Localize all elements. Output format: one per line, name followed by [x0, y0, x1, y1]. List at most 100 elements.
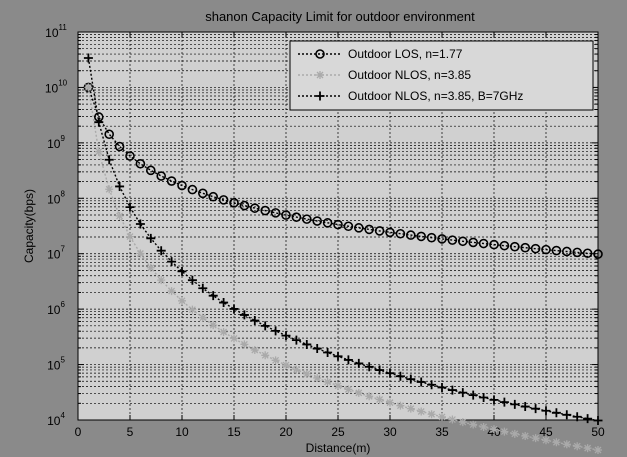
chart-title: shanon Capacity Limit for outdoor enviro… [205, 9, 475, 24]
data-point [375, 395, 384, 404]
data-point [281, 331, 291, 341]
data-point [520, 402, 530, 412]
data-point [530, 243, 541, 254]
data-point [239, 200, 250, 211]
data-point [479, 422, 488, 431]
data-point [572, 412, 582, 422]
data-point [520, 242, 531, 253]
data-point [104, 155, 114, 165]
data-point [125, 202, 135, 212]
data-point [187, 275, 197, 285]
data-point [438, 412, 446, 421]
data-point [198, 188, 208, 199]
data-point [136, 249, 145, 258]
data-point [187, 184, 198, 195]
data-point [521, 432, 530, 441]
data-point [396, 401, 405, 410]
data-point [146, 165, 156, 176]
y-tick-exponent: 4 [60, 411, 65, 420]
data-point [561, 246, 572, 257]
data-point [395, 371, 405, 381]
data-point [541, 244, 551, 255]
x-tick-label: 35 [435, 425, 449, 439]
data-point [260, 321, 270, 331]
data-point [572, 247, 583, 258]
data-point [510, 429, 519, 438]
data-point [437, 234, 447, 244]
data-point [135, 219, 145, 229]
data-point [178, 296, 186, 305]
data-point [105, 185, 114, 194]
data-point [312, 216, 323, 226]
data-point [541, 406, 551, 416]
data-point [395, 228, 406, 239]
data-point [115, 211, 124, 220]
legend-item: Outdoor NLOS, n=3.85, B=7GHz [298, 89, 523, 103]
data-point [239, 310, 249, 320]
data-point [302, 339, 312, 349]
data-point [593, 416, 603, 426]
data-point [531, 404, 541, 414]
y-axis-label: Capacity(bps) [22, 189, 36, 263]
data-point [323, 348, 333, 358]
data-point [562, 410, 572, 420]
data-point [499, 397, 509, 407]
data-point [417, 407, 426, 416]
data-point [551, 245, 562, 256]
x-axis-label: Distance(m) [306, 441, 371, 455]
data-point [94, 147, 103, 156]
data-point [448, 415, 457, 424]
data-point [386, 398, 394, 407]
data-point [292, 365, 301, 374]
data-point [343, 221, 354, 232]
data-point [188, 305, 197, 314]
legend-label: Outdoor LOS, n=1.77 [348, 47, 463, 61]
data-point [322, 218, 333, 228]
data-point [478, 238, 489, 249]
data-point [583, 414, 593, 424]
data-point [312, 344, 322, 354]
x-tick-label: 20 [279, 425, 293, 439]
x-tick-label: 10 [175, 425, 189, 439]
x-tick-label: 5 [127, 425, 134, 439]
data-point [458, 388, 468, 398]
data-point [447, 235, 458, 245]
y-tick-exponent: 9 [60, 134, 65, 143]
data-point [156, 246, 166, 256]
data-point [499, 240, 510, 251]
data-point [261, 351, 270, 360]
data-point [333, 219, 343, 230]
data-point [479, 393, 489, 403]
data-point [333, 351, 343, 361]
data-point [250, 346, 259, 355]
data-point [250, 316, 260, 326]
data-point [354, 358, 364, 368]
data-point [375, 365, 385, 375]
data-point [135, 158, 146, 169]
data-point [167, 287, 176, 296]
data-point [354, 388, 363, 397]
data-point [146, 263, 155, 272]
x-tick-label: 0 [75, 425, 82, 439]
series-2 [84, 83, 602, 454]
data-point [83, 53, 93, 63]
data-point [416, 231, 427, 242]
data-point [208, 291, 218, 301]
data-point [469, 420, 478, 429]
data-point [301, 214, 312, 224]
x-tick-label: 15 [227, 425, 241, 439]
data-point [84, 83, 93, 92]
data-point [551, 408, 561, 418]
data-point [405, 230, 416, 240]
data-point [406, 374, 416, 384]
legend-marker [315, 49, 325, 59]
data-point [270, 208, 281, 218]
data-point [344, 385, 353, 394]
data-point [157, 276, 166, 285]
data-point [229, 198, 239, 208]
legend-marker [315, 91, 325, 101]
data-point [427, 410, 436, 419]
data-point [250, 203, 260, 213]
data-point [365, 392, 374, 401]
series-1 [83, 82, 603, 259]
